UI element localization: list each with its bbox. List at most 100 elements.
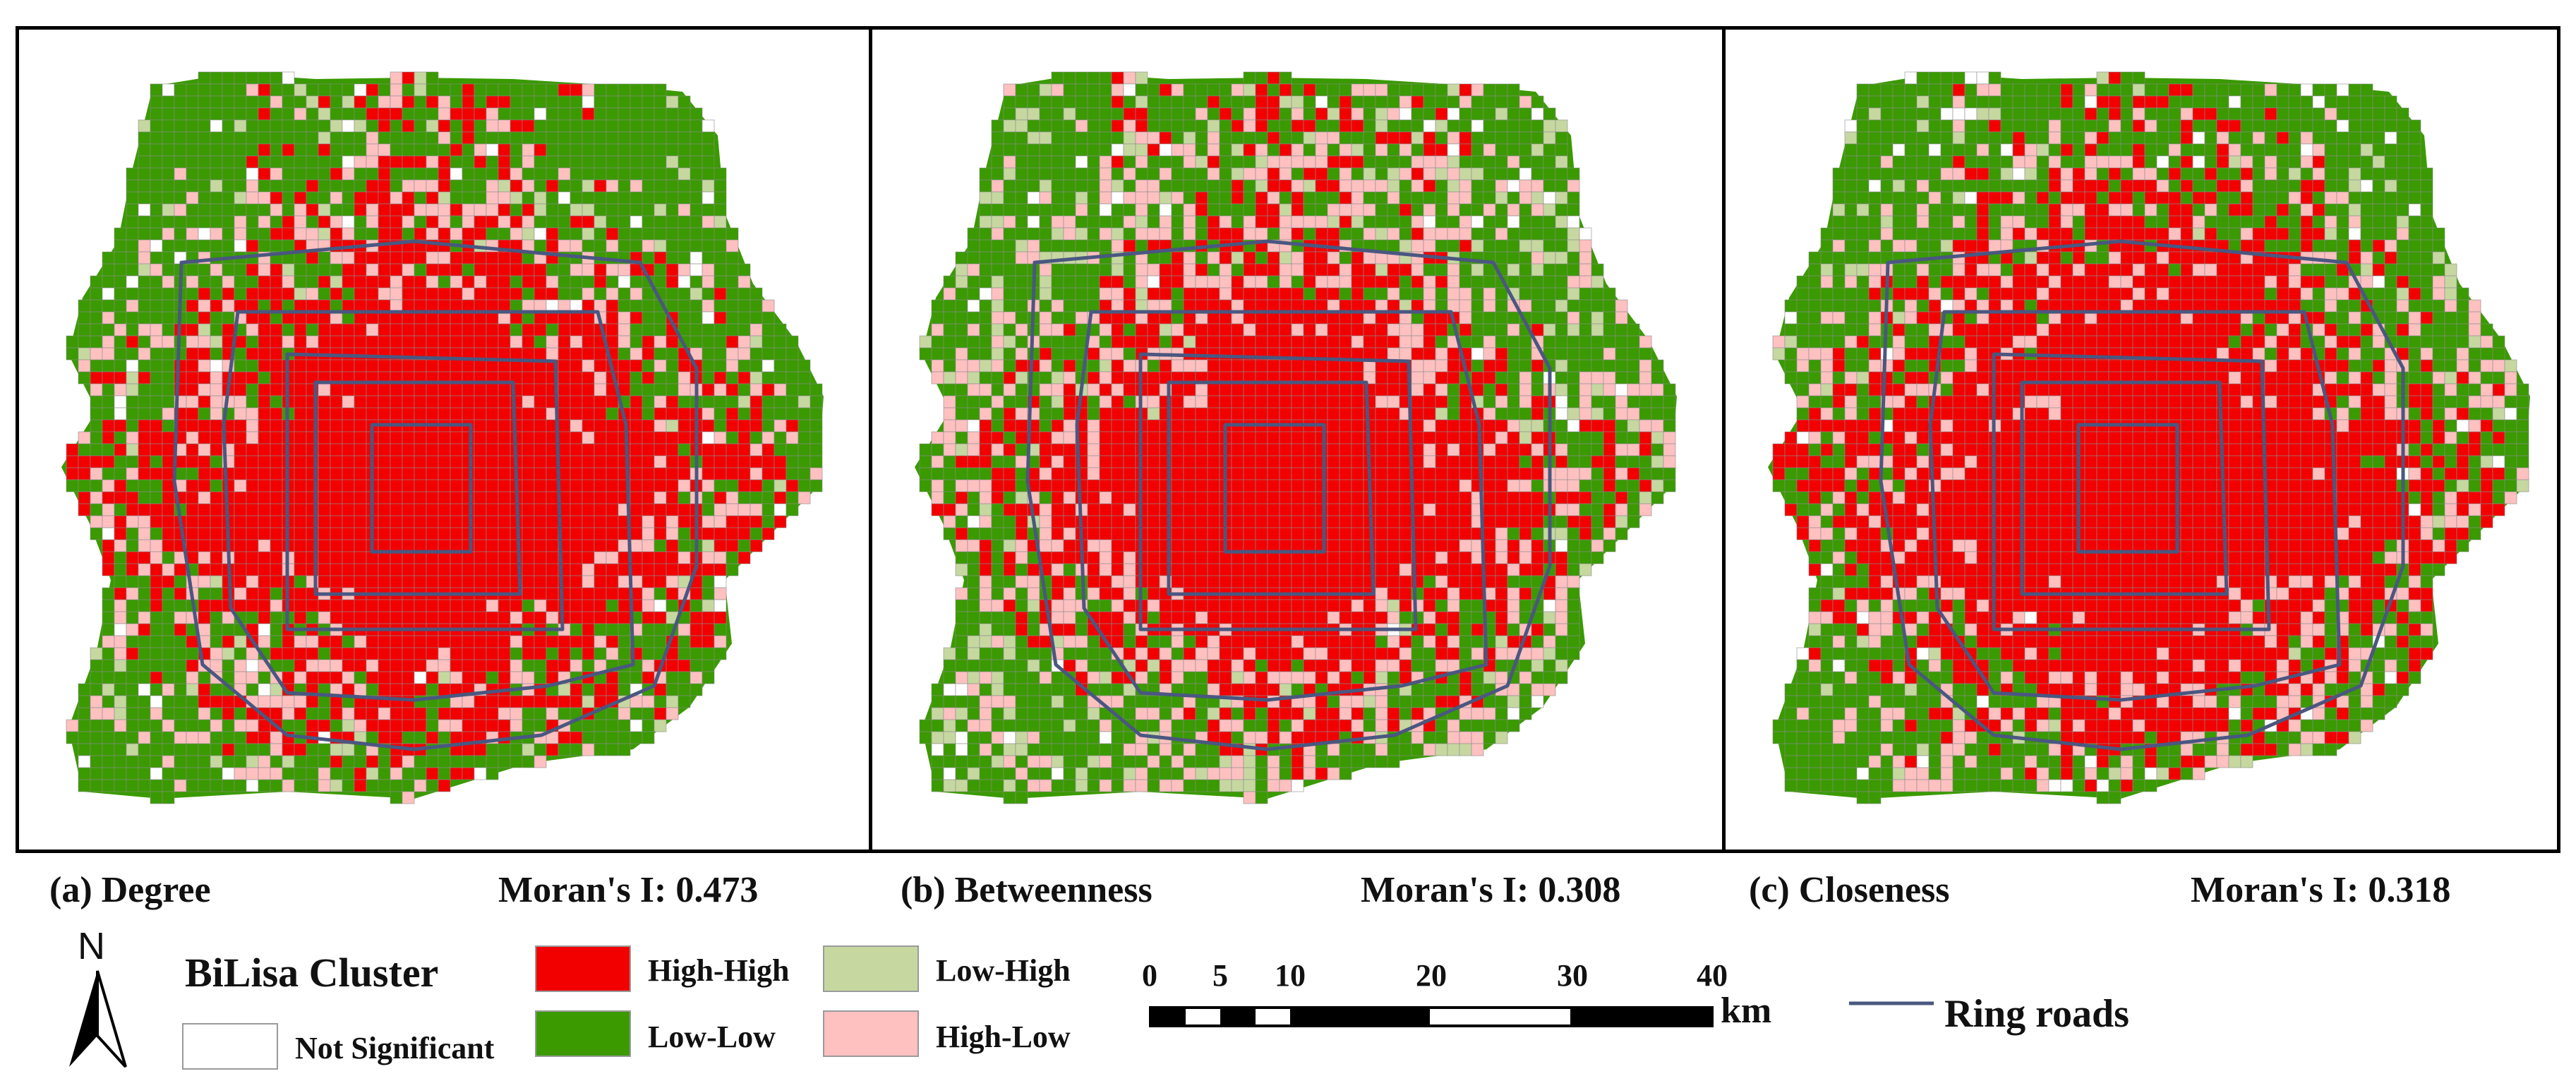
- grid-cell: [294, 419, 307, 433]
- grid-cell: [1327, 407, 1340, 421]
- grid-cell: [1147, 179, 1160, 193]
- grid-cell: [306, 203, 319, 217]
- grid-cell: [1627, 395, 1640, 409]
- grid-cell: [666, 239, 679, 253]
- grid-cell: [462, 263, 475, 277]
- grid-cell: [1567, 323, 1580, 337]
- grid-cell: [618, 215, 631, 229]
- grid-cell: [390, 227, 403, 241]
- grid-cell: [1015, 143, 1028, 157]
- grid-cell: [426, 335, 439, 349]
- grid-cell: [1327, 143, 1340, 157]
- grid-cell: [378, 767, 391, 780]
- grid-cell: [330, 167, 343, 181]
- grid-cell: [1495, 335, 1508, 349]
- grid-cell: [630, 323, 643, 337]
- grid-cell: [1171, 95, 1184, 109]
- grid-cell: [1039, 383, 1052, 397]
- grid-cell: [150, 359, 163, 373]
- grid-cell: [378, 671, 391, 684]
- grid-cell: [1375, 83, 1388, 97]
- grid-cell: [402, 395, 415, 409]
- grid-cell: [1075, 83, 1088, 97]
- grid-cell: [102, 695, 115, 708]
- grid-cell: [702, 455, 715, 469]
- grid-cell: [738, 431, 751, 445]
- grid-cell: [150, 707, 163, 720]
- grid-cell: [1195, 227, 1208, 241]
- grid-cell: [90, 395, 103, 409]
- grid-cell: [186, 659, 199, 672]
- grid-cell: [1111, 299, 1124, 313]
- grid-cell: [931, 467, 944, 480]
- grid-cell: [1459, 83, 1472, 97]
- grid-cell: [642, 227, 655, 241]
- grid-cell: [1279, 275, 1292, 289]
- grid-cell: [114, 335, 127, 349]
- grid-cell: [210, 515, 223, 528]
- grid-cell: [1015, 359, 1028, 373]
- grid-cell: [1111, 71, 1124, 85]
- grid-cell: [510, 107, 523, 121]
- grid-cell: [1075, 179, 1088, 193]
- grid-cell: [594, 227, 607, 241]
- grid-cell: [282, 179, 295, 193]
- grid-cell: [594, 503, 607, 516]
- grid-cell: [1231, 251, 1244, 265]
- grid-cell: [210, 407, 223, 421]
- grid-cell: [318, 251, 331, 265]
- grid-cell: [1087, 299, 1100, 313]
- grid-cell: [102, 407, 115, 421]
- grid-cell: [486, 659, 499, 672]
- grid-cell: [486, 527, 499, 540]
- grid-cell: [991, 311, 1004, 325]
- grid-cell: [294, 719, 307, 732]
- grid-cell: [390, 707, 403, 720]
- grid-cell: [498, 203, 511, 217]
- grid-cell: [1519, 95, 1532, 109]
- grid-cell: [774, 359, 787, 373]
- grid-cell: [1063, 155, 1076, 169]
- grid-cell: [282, 107, 295, 121]
- grid-cell: [1339, 143, 1352, 157]
- grid-cell: [1303, 287, 1316, 301]
- grid-cell: [1087, 95, 1100, 109]
- grid-cell: [1471, 215, 1484, 229]
- grid-cell: [654, 431, 667, 445]
- grid-cell: [1459, 203, 1472, 217]
- grid-cell: [919, 479, 932, 492]
- grid-cell: [1375, 407, 1388, 421]
- grid-cell: [426, 443, 439, 457]
- grid-cell: [1447, 119, 1460, 133]
- grid-cell: [402, 83, 415, 97]
- grid-cell: [546, 215, 559, 229]
- grid-cell: [426, 275, 439, 289]
- grid-cell: [474, 467, 487, 480]
- grid-cell: [1255, 323, 1268, 337]
- grid-cell: [1315, 119, 1328, 133]
- grid-cell: [1327, 215, 1340, 229]
- grid-cell: [126, 611, 139, 624]
- grid-cell: [558, 263, 571, 277]
- grid-cell: [66, 731, 79, 744]
- grid-cell: [726, 251, 739, 265]
- grid-cell: [991, 227, 1004, 241]
- grid-cell: [546, 119, 559, 133]
- grid-cell: [234, 719, 247, 732]
- grid-cell: [582, 347, 595, 361]
- grid-cell: [666, 275, 679, 289]
- grid-cell: [774, 431, 787, 445]
- grid-cell: [1363, 143, 1376, 157]
- grid-cell: [186, 443, 199, 457]
- grid-cell: [1435, 107, 1448, 121]
- grid-cell: [1411, 143, 1424, 157]
- grid-cell: [1279, 71, 1292, 85]
- grid-cell: [162, 623, 175, 636]
- grid-cell: [642, 635, 655, 648]
- grid-cell: [522, 143, 535, 157]
- grid-cell: [570, 347, 583, 361]
- grid-cell: [798, 359, 811, 373]
- cluster-grid: [919, 71, 1676, 804]
- grid-cell: [234, 395, 247, 409]
- grid-cell: [654, 455, 667, 469]
